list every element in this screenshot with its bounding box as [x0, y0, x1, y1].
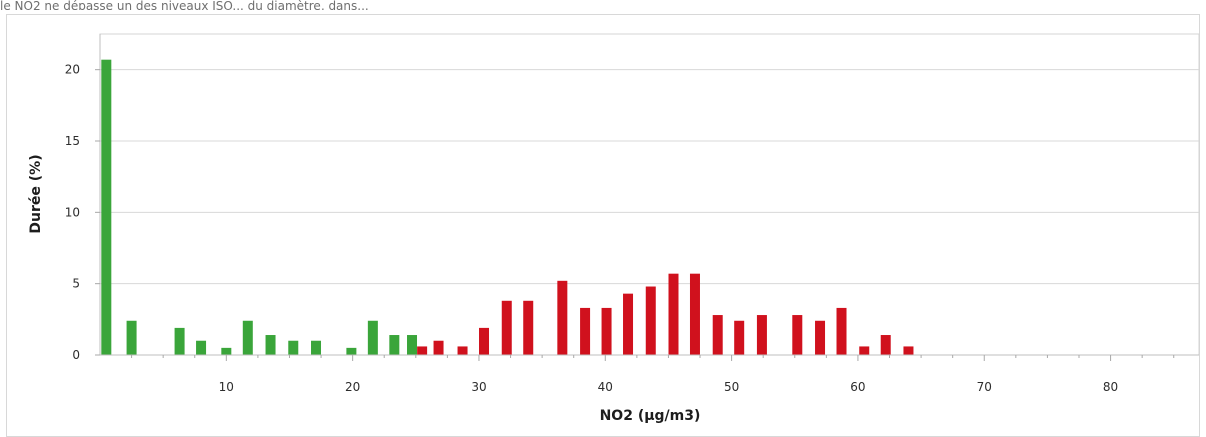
histogram-bar: [601, 307, 612, 355]
histogram-bar: [523, 300, 534, 355]
clipped-caption-text: le NO2 ne dépasse un des niveaux ISO... …: [0, 0, 369, 10]
histogram-bar: [668, 273, 679, 355]
histogram-bar: [174, 327, 185, 355]
x-tick-label: 80: [1103, 380, 1118, 394]
x-tick-label: 50: [724, 380, 739, 394]
y-tick-label: 5: [72, 277, 80, 291]
histogram-bar: [479, 327, 490, 355]
histogram-bar: [903, 346, 914, 355]
histogram-bar: [288, 340, 299, 355]
histogram-bar: [859, 346, 870, 355]
histogram-bar: [433, 340, 444, 355]
histogram-bar: [501, 300, 512, 355]
horizontal-grid: [100, 69, 1199, 285]
histogram-bar: [623, 293, 634, 355]
x-tick-label: 40: [598, 380, 613, 394]
histogram-bar: [265, 335, 276, 355]
histogram-bar: [417, 346, 428, 355]
x-tick-label: 70: [977, 380, 992, 394]
histogram-bar: [407, 335, 418, 355]
histogram-bar: [756, 315, 767, 355]
histogram-bar: [311, 340, 322, 355]
y-axis-label: Durée (%): [28, 154, 44, 233]
histogram-bar: [880, 335, 891, 355]
histogram-bar: [221, 347, 232, 355]
histogram-bar: [126, 320, 137, 355]
histogram-bar: [645, 286, 656, 355]
y-tick-label: 10: [65, 205, 80, 219]
histogram-bar: [242, 320, 253, 355]
x-tick-label: 60: [850, 380, 865, 394]
bar-series: [101, 59, 914, 356]
histogram-bar: [836, 307, 847, 355]
histogram-bar: [101, 59, 112, 356]
x-axis-ticks: 10 20 30 40 50 60 70 80: [131, 355, 1175, 394]
histogram-bar: [580, 307, 591, 355]
histogram-bar: [367, 320, 378, 355]
histogram-bar: [389, 335, 400, 355]
x-tick-label: 10: [219, 380, 234, 394]
histogram-bar: [689, 273, 700, 355]
x-tick-label: 20: [345, 380, 360, 394]
plot-area: [99, 33, 1200, 356]
histogram-bar: [457, 346, 468, 355]
y-tick-label: 20: [65, 63, 80, 77]
x-axis-label: NO2 (µg/m3): [600, 408, 701, 424]
histogram-bar: [346, 347, 357, 355]
histogram-bar: [557, 280, 568, 355]
histogram-bar: [734, 320, 745, 355]
histogram-bar: [196, 340, 207, 355]
y-axis-ticks: 0 5 10 15 20: [65, 63, 100, 362]
y-tick-label: 0: [72, 348, 80, 362]
x-tick-label: 30: [471, 380, 486, 394]
histogram-bar: [815, 320, 826, 355]
histogram-bar: [792, 315, 803, 355]
y-tick-label: 15: [65, 134, 80, 148]
histogram-bar: [712, 315, 723, 355]
